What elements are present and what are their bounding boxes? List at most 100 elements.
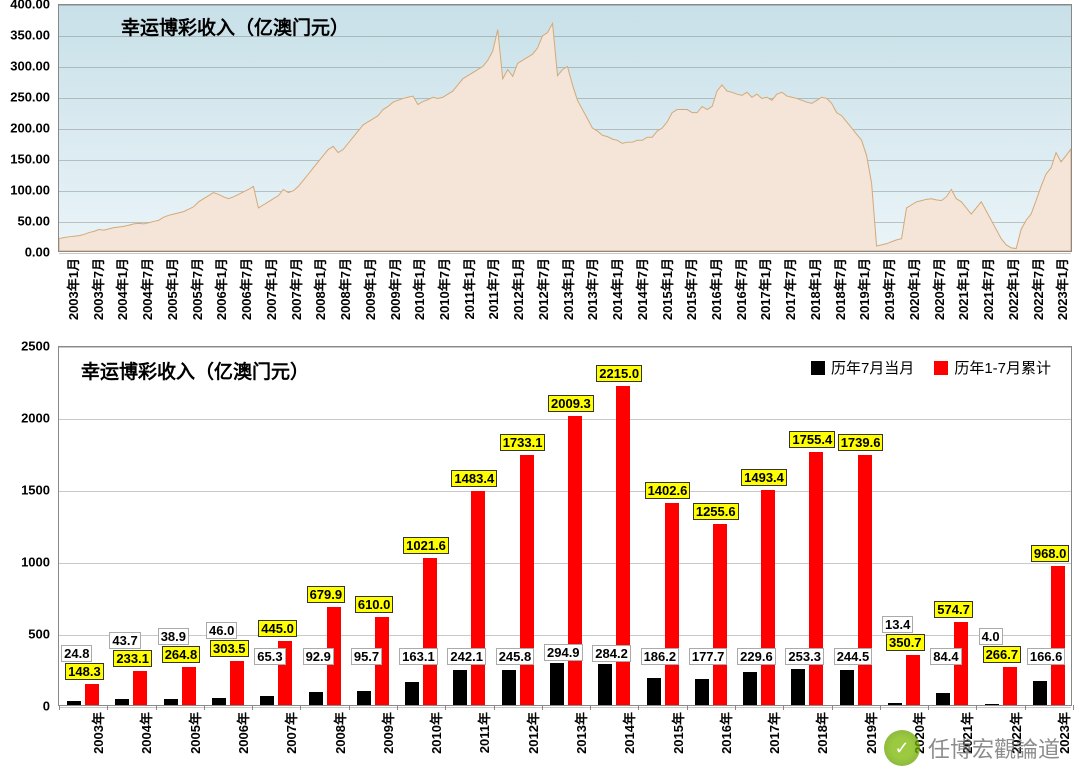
- x-tick-label: 2021年1月: [953, 258, 972, 320]
- bar-black: [888, 703, 902, 705]
- data-label-black: 253.3: [785, 648, 824, 665]
- data-label-black: 92.9: [303, 648, 334, 665]
- y-tick-label: 250.00: [10, 90, 50, 105]
- bottom-y-axis: 05001000150020002500: [0, 346, 54, 706]
- y-tick-label: 50.00: [17, 214, 50, 229]
- y-tick-label: 300.00: [10, 59, 50, 74]
- top-y-axis: 0.0050.00100.00150.00200.00250.00300.003…: [0, 4, 54, 252]
- data-label-black: 166.6: [1027, 648, 1066, 665]
- bar-red: [230, 661, 244, 705]
- x-tick-label: 2013年1月: [558, 258, 577, 320]
- y-tick-label: 350.00: [10, 28, 50, 43]
- x-tick-label: 2019年: [861, 712, 880, 754]
- bottom-plot-area: 幸运博彩收入（亿澳门元） 历年7月当月 历年1-7月累计 148.324.823…: [58, 346, 1072, 706]
- x-tick-label: 2011年7月: [483, 258, 502, 319]
- data-label-red: 2215.0: [596, 365, 642, 382]
- bar-group: [405, 558, 437, 705]
- bar-black: [695, 679, 709, 705]
- y-tick-label: 500: [28, 627, 50, 642]
- data-label-black: 294.9: [544, 644, 583, 661]
- x-tick-label: 2007年7月: [286, 258, 305, 320]
- bar-black: [1033, 681, 1047, 705]
- bar-group: [453, 491, 485, 705]
- y-tick-label: 2000: [21, 411, 50, 426]
- bar-group: [888, 655, 920, 706]
- bar-black: [115, 699, 129, 705]
- x-tick-label: 2015年: [668, 712, 687, 754]
- y-tick-label: 0: [43, 699, 50, 714]
- x-tick-label: 2017年1月: [755, 258, 774, 320]
- x-tick-label: 2006年7月: [236, 258, 255, 320]
- data-label-red: 1021.6: [403, 537, 449, 554]
- bar-black: [840, 670, 854, 705]
- x-tick-label: 2015年1月: [657, 258, 676, 320]
- bar-black: [453, 670, 467, 705]
- bar-group: [840, 455, 872, 706]
- bar-black: [791, 669, 805, 705]
- legend-item-black: 历年7月当月: [811, 357, 914, 378]
- data-label-black: 186.2: [641, 648, 680, 665]
- data-label-black: 43.7: [109, 632, 140, 649]
- x-tick-label: 2009年: [378, 712, 397, 754]
- data-label-red: 1755.4: [789, 431, 835, 448]
- x-tick-label: 2010年1月: [409, 258, 428, 320]
- bar-black: [164, 699, 178, 705]
- x-tick-label: 2004年7月: [137, 258, 156, 320]
- bar-black: [598, 664, 612, 705]
- data-label-black: 242.1: [447, 648, 486, 665]
- data-label-black: 245.8: [496, 648, 535, 665]
- data-label-red: 574.7: [934, 601, 973, 618]
- bar-red: [665, 503, 679, 705]
- bar-red: [761, 490, 775, 705]
- data-label-black: 24.8: [61, 645, 92, 662]
- x-tick-label: 2010年7月: [434, 258, 453, 320]
- watermark: ✓ 任博宏觀論道: [884, 730, 1060, 766]
- bar-red: [713, 524, 727, 705]
- data-label-black: 95.7: [351, 648, 382, 665]
- y-tick-label: 100.00: [10, 183, 50, 198]
- data-label-red: 350.7: [886, 634, 925, 651]
- data-label-red: 1739.6: [838, 434, 884, 451]
- x-tick-label: 2019年1月: [854, 258, 873, 320]
- x-tick-label: 2007年1月: [261, 258, 280, 320]
- x-tick-label: 2003年1月: [63, 258, 82, 320]
- bar-black: [357, 691, 371, 705]
- x-tick-label: 2011年1月: [459, 258, 478, 319]
- bottom-chart-title: 幸运博彩收入（亿澳门元）: [81, 357, 309, 384]
- data-label-black: 84.4: [930, 648, 961, 665]
- x-tick-label: 2006年1月: [211, 258, 230, 320]
- bar-black: [212, 698, 226, 705]
- data-label-red: 1402.6: [645, 482, 691, 499]
- data-label-black: 177.7: [689, 648, 728, 665]
- x-tick-label: 2013年: [571, 712, 590, 754]
- data-label-red: 968.0: [1031, 545, 1070, 562]
- bar-group: [164, 667, 196, 705]
- data-label-black: 65.3: [254, 648, 285, 665]
- legend: 历年7月当月 历年1-7月累计: [811, 357, 1051, 378]
- bar-group: [647, 503, 679, 705]
- data-label-red: 266.7: [983, 646, 1022, 663]
- data-label-red: 303.5: [210, 640, 249, 657]
- x-tick-label: 2004年1月: [112, 258, 131, 320]
- legend-swatch-black: [811, 361, 825, 375]
- x-tick-label: 2016年: [716, 712, 735, 754]
- x-tick-label: 2009年1月: [360, 258, 379, 320]
- data-label-black: 163.1: [399, 648, 438, 665]
- bar-black: [743, 672, 757, 705]
- x-tick-label: 2017年7月: [780, 258, 799, 320]
- x-tick-label: 2010年: [426, 712, 445, 754]
- legend-label-black: 历年7月当月: [831, 357, 914, 378]
- y-tick-label: 1500: [21, 483, 50, 498]
- area-series: [59, 5, 1071, 251]
- x-tick-label: 2004年: [136, 712, 155, 754]
- bar-black: [502, 670, 516, 705]
- x-tick-label: 2018年1月: [805, 258, 824, 320]
- bar-group: [550, 416, 582, 705]
- x-tick-label: 2012年7月: [533, 258, 552, 320]
- bar-black: [260, 696, 274, 705]
- data-label-red: 445.0: [258, 620, 297, 637]
- x-tick-label: 2018年: [812, 712, 831, 754]
- bar-group: [695, 524, 727, 705]
- wechat-icon: ✓: [884, 730, 920, 766]
- bottom-bar-chart: 05001000150020002500 幸运博彩收入（亿澳门元） 历年7月当月…: [0, 340, 1080, 776]
